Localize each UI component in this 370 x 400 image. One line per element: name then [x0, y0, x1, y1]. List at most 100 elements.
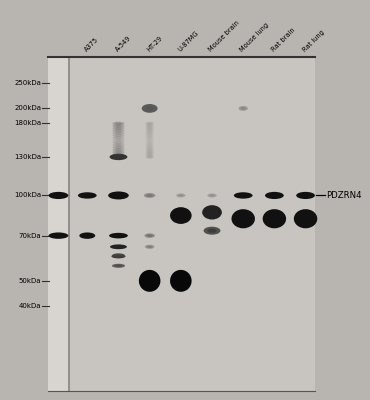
Ellipse shape: [115, 125, 122, 127]
Ellipse shape: [145, 106, 154, 110]
Ellipse shape: [147, 142, 152, 144]
Ellipse shape: [48, 232, 68, 239]
Ellipse shape: [145, 126, 154, 130]
Ellipse shape: [175, 275, 187, 286]
Ellipse shape: [109, 233, 128, 238]
Ellipse shape: [145, 234, 155, 238]
Text: 180kDa: 180kDa: [14, 120, 41, 126]
Ellipse shape: [145, 148, 154, 152]
Ellipse shape: [204, 227, 221, 235]
Ellipse shape: [53, 194, 64, 197]
Ellipse shape: [263, 209, 286, 228]
Ellipse shape: [82, 194, 92, 197]
Ellipse shape: [202, 205, 222, 220]
Ellipse shape: [237, 214, 250, 224]
Ellipse shape: [115, 154, 122, 156]
Ellipse shape: [115, 149, 122, 151]
Ellipse shape: [170, 207, 192, 224]
Ellipse shape: [269, 194, 280, 197]
Ellipse shape: [115, 139, 122, 141]
Ellipse shape: [299, 214, 312, 224]
Ellipse shape: [147, 132, 152, 134]
Ellipse shape: [112, 126, 125, 130]
Ellipse shape: [112, 148, 125, 152]
Text: Mouse brain: Mouse brain: [208, 19, 241, 52]
Ellipse shape: [112, 138, 125, 142]
Ellipse shape: [265, 192, 284, 199]
Ellipse shape: [147, 127, 152, 129]
Text: A-549: A-549: [114, 34, 132, 52]
Ellipse shape: [147, 149, 152, 151]
Text: 100kDa: 100kDa: [14, 192, 41, 198]
Ellipse shape: [53, 234, 64, 237]
Ellipse shape: [176, 194, 185, 198]
Ellipse shape: [268, 214, 281, 224]
Text: 40kDa: 40kDa: [18, 303, 41, 309]
Ellipse shape: [145, 245, 154, 249]
FancyBboxPatch shape: [48, 56, 69, 391]
Ellipse shape: [145, 129, 154, 132]
Ellipse shape: [115, 254, 122, 257]
Ellipse shape: [147, 137, 152, 139]
Ellipse shape: [115, 127, 122, 129]
Text: PDZRN4: PDZRN4: [326, 191, 362, 200]
Ellipse shape: [145, 122, 154, 125]
Ellipse shape: [112, 131, 125, 135]
Text: Rat brain: Rat brain: [270, 27, 296, 52]
Ellipse shape: [115, 144, 122, 146]
Ellipse shape: [108, 192, 129, 200]
Ellipse shape: [114, 155, 123, 158]
Ellipse shape: [110, 154, 127, 160]
Ellipse shape: [115, 130, 122, 132]
Ellipse shape: [300, 194, 311, 197]
Ellipse shape: [144, 275, 156, 286]
Ellipse shape: [112, 253, 125, 258]
Ellipse shape: [239, 106, 248, 111]
Ellipse shape: [147, 134, 152, 136]
Ellipse shape: [147, 246, 152, 248]
Ellipse shape: [115, 151, 122, 153]
Ellipse shape: [111, 254, 125, 258]
Ellipse shape: [147, 139, 152, 141]
Ellipse shape: [296, 192, 315, 199]
Text: 50kDa: 50kDa: [18, 278, 41, 284]
Ellipse shape: [112, 124, 125, 128]
Ellipse shape: [147, 122, 152, 124]
Ellipse shape: [147, 151, 152, 153]
Text: 250kDa: 250kDa: [14, 80, 41, 86]
Ellipse shape: [234, 192, 253, 199]
Ellipse shape: [207, 194, 217, 198]
Ellipse shape: [232, 209, 255, 228]
Ellipse shape: [145, 150, 154, 154]
Text: 200kDa: 200kDa: [14, 105, 41, 111]
Ellipse shape: [147, 156, 152, 158]
Ellipse shape: [139, 270, 161, 292]
Ellipse shape: [112, 143, 125, 147]
Ellipse shape: [147, 144, 152, 146]
Ellipse shape: [145, 131, 154, 135]
Ellipse shape: [115, 132, 122, 134]
Ellipse shape: [112, 134, 125, 137]
Ellipse shape: [112, 153, 125, 156]
Ellipse shape: [112, 136, 125, 140]
Ellipse shape: [112, 155, 125, 159]
Ellipse shape: [112, 150, 125, 154]
Ellipse shape: [294, 209, 317, 228]
Ellipse shape: [113, 194, 124, 198]
Ellipse shape: [145, 124, 154, 128]
Text: A375: A375: [83, 36, 100, 52]
Ellipse shape: [145, 155, 154, 159]
Ellipse shape: [147, 146, 152, 148]
Ellipse shape: [115, 142, 122, 144]
Ellipse shape: [209, 194, 215, 196]
Ellipse shape: [115, 137, 122, 139]
Ellipse shape: [78, 192, 97, 199]
Ellipse shape: [79, 232, 95, 239]
Ellipse shape: [112, 146, 125, 149]
Ellipse shape: [114, 246, 123, 248]
Text: Rat lung: Rat lung: [301, 28, 325, 52]
Ellipse shape: [178, 194, 184, 196]
Ellipse shape: [112, 129, 125, 132]
Ellipse shape: [112, 264, 125, 268]
Ellipse shape: [115, 255, 122, 257]
